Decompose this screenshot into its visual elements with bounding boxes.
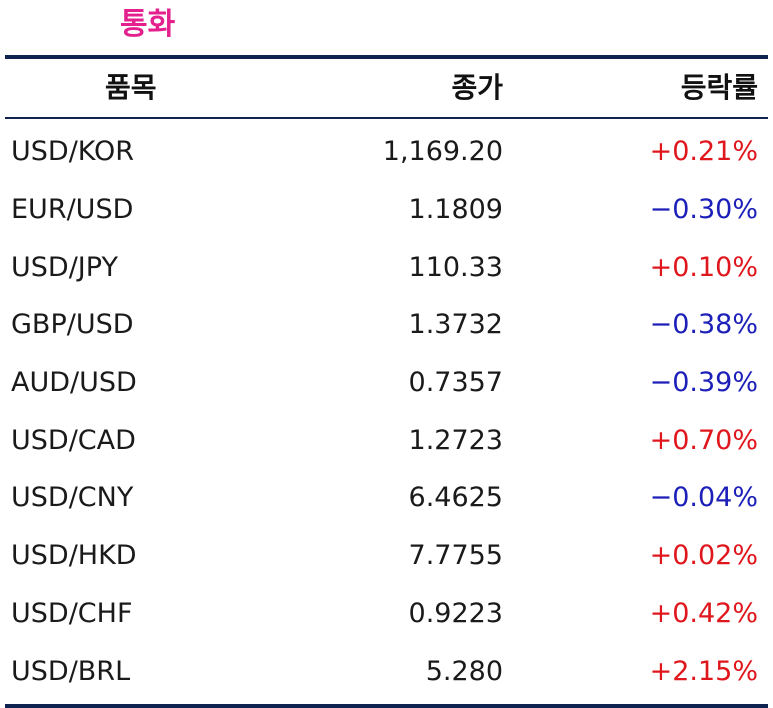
row-item: USD/CHF — [11, 597, 133, 629]
table-header-row: 품목 종가 등락률 — [5, 59, 768, 117]
table-row: USD/JPY 110.33 +0.10% — [5, 238, 768, 296]
row-change: +2.15% — [649, 655, 758, 687]
table-row: USD/CNY 6.4625 −0.04% — [5, 469, 768, 527]
row-item: EUR/USD — [11, 194, 134, 226]
header-close: 종가 — [451, 71, 503, 104]
row-change: −0.30% — [649, 194, 758, 226]
table-row: AUD/USD 0.7357 −0.39% — [5, 354, 768, 412]
header-item: 품목 — [105, 71, 157, 104]
row-change: +0.02% — [649, 540, 758, 572]
table-row: USD/BRL 5.280 +2.15% — [5, 642, 768, 700]
table-header-rule — [5, 117, 768, 119]
currency-table: 품목 종가 등락률 USD/KOR 1,169.20 +0.21% EUR/US… — [5, 55, 768, 708]
row-item: USD/JPY — [11, 251, 118, 283]
row-item: GBP/USD — [11, 309, 134, 341]
table-body: USD/KOR 1,169.20 +0.21% EUR/USD 1.1809 −… — [5, 119, 768, 704]
row-item: USD/CNY — [11, 482, 134, 514]
row-close: 1.2723 — [408, 424, 503, 456]
table-row: USD/CHF 0.9223 +0.42% — [5, 585, 768, 643]
row-item: USD/BRL — [11, 655, 131, 687]
table-row: EUR/USD 1.1809 −0.30% — [5, 181, 768, 239]
row-item: AUD/USD — [11, 367, 137, 399]
row-close: 0.7357 — [408, 367, 503, 399]
row-change: −0.38% — [649, 309, 758, 341]
row-close: 7.7755 — [408, 540, 503, 572]
row-close: 1.1809 — [408, 194, 503, 226]
table-row: GBP/USD 1.3732 −0.38% — [5, 296, 768, 354]
row-change: +0.70% — [649, 424, 758, 456]
row-close: 5.280 — [425, 655, 503, 687]
row-close: 1.3732 — [408, 309, 503, 341]
table-top-rule — [5, 55, 768, 59]
table-bottom-rule — [5, 703, 768, 708]
row-close: 110.33 — [408, 251, 503, 283]
row-close: 0.9223 — [408, 597, 503, 629]
row-item: USD/HKD — [11, 540, 137, 572]
row-item: USD/CAD — [11, 424, 136, 456]
table-row: USD/CAD 1.2723 +0.70% — [5, 411, 768, 469]
row-item: USD/KOR — [11, 136, 135, 168]
header-change: 등락률 — [680, 71, 758, 104]
table-row: USD/KOR 1,169.20 +0.21% — [5, 123, 768, 181]
row-close: 1,169.20 — [382, 136, 503, 168]
row-change: −0.04% — [649, 482, 758, 514]
row-change: +0.21% — [649, 136, 758, 168]
row-change: +0.42% — [649, 597, 758, 629]
table-row: USD/HKD 7.7755 +0.02% — [5, 527, 768, 585]
row-change: −0.39% — [649, 367, 758, 399]
row-close: 6.4625 — [408, 482, 503, 514]
section-title: 통화 — [120, 7, 176, 42]
row-change: +0.10% — [649, 251, 758, 283]
